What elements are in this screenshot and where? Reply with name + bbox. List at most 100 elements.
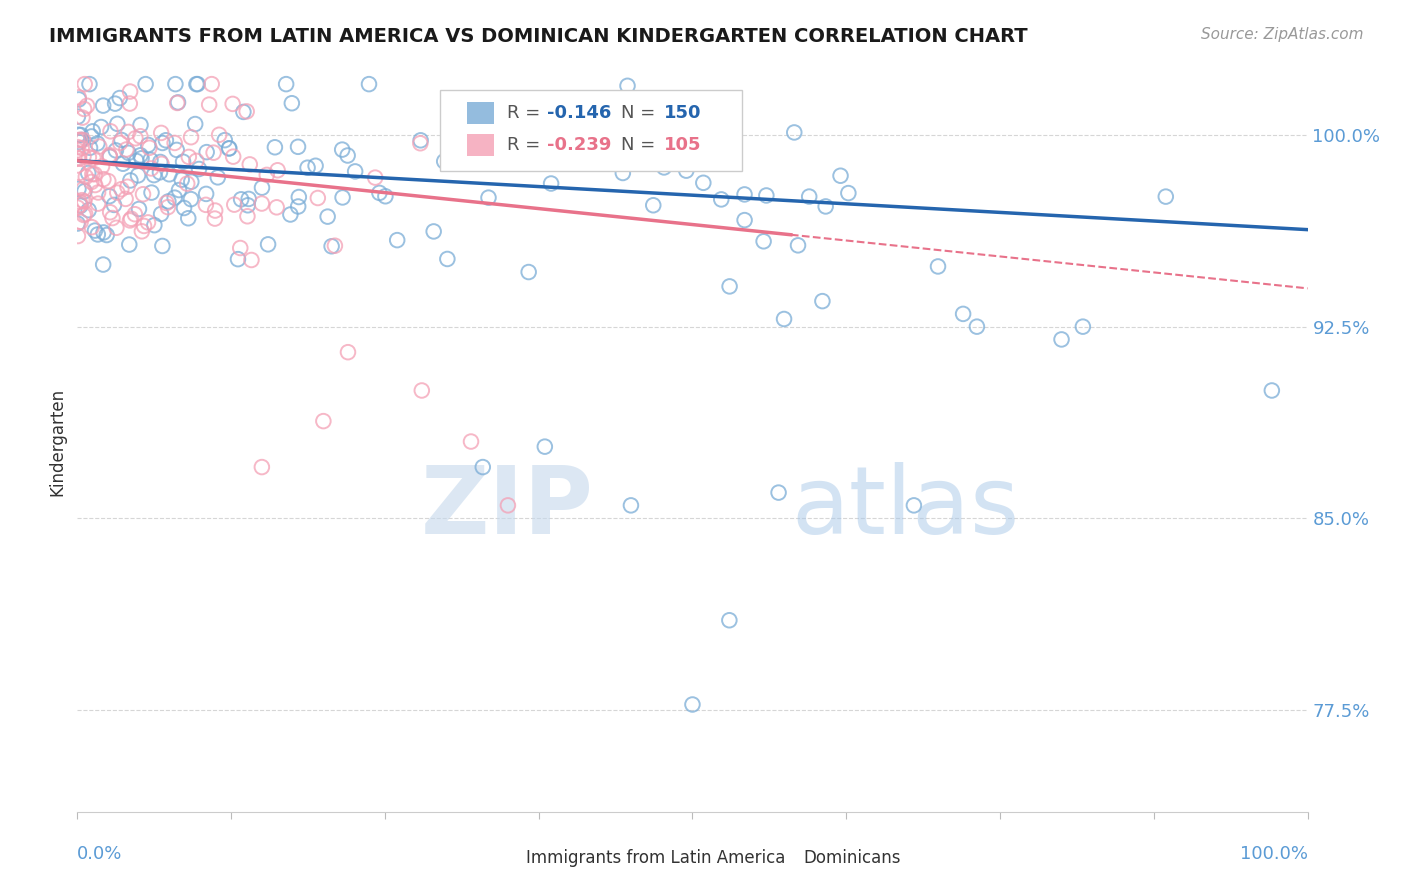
Point [787,238,810,252]
Text: 150: 150 [664,103,702,122]
Point [80,175,103,189]
Point [814,199,837,213]
Point [69,215,91,229]
Point [91,258,114,272]
Point [77,203,100,218]
Point [80,220,103,235]
Point [90,120,112,134]
Point [155,133,177,147]
Point [195,186,218,201]
Point [186,77,208,91]
Point [143,218,166,232]
Point [966,319,988,334]
Point [105,220,128,235]
Point [768,485,790,500]
Point [458,133,481,147]
Point [77,166,100,180]
Point [204,203,226,218]
Point [72,208,94,222]
Point [710,193,733,207]
Point [91,98,114,112]
Text: 100.0%: 100.0% [1240,845,1308,863]
Point [207,170,229,185]
Point [165,77,187,91]
Point [204,211,226,226]
Point [69,128,91,142]
Point [104,96,127,111]
Point [266,200,288,214]
Point [344,164,367,178]
Text: Immigrants from Latin America: Immigrants from Latin America [526,848,786,867]
Point [132,187,155,202]
Point [218,141,240,155]
Point [73,102,96,116]
Point [66,133,89,147]
Point [471,460,494,475]
Point [70,133,93,147]
Point [239,157,262,171]
Point [927,260,949,274]
Point [288,190,311,204]
Point [120,173,142,187]
Point [180,175,202,189]
Point [198,97,221,112]
Point [120,211,142,226]
Point [152,136,174,150]
Point [718,613,741,627]
Point [82,167,104,181]
Point [755,188,778,202]
Point [67,90,90,104]
Point [72,133,94,147]
Bar [467,134,495,156]
Point [117,179,139,194]
Point [79,141,101,155]
Point [186,153,208,168]
Point [110,133,132,147]
Text: N =: N = [621,136,661,153]
Point [266,163,288,178]
Point [330,143,353,157]
Point [117,125,139,139]
Point [167,183,190,197]
Point [93,172,115,186]
Point [66,151,89,165]
Point [167,95,190,110]
Text: R =: R = [506,103,546,122]
Point [79,77,101,91]
Point [166,143,188,157]
Point [276,77,298,91]
Point [98,205,121,219]
FancyBboxPatch shape [440,90,742,171]
Point [66,140,89,154]
Point [307,191,329,205]
Point [612,166,634,180]
Bar [467,102,495,124]
Point [150,126,173,140]
Point [229,241,252,255]
Point [264,140,287,154]
Point [496,499,519,513]
Point [534,440,557,454]
Point [157,194,180,209]
Point [783,125,806,139]
Point [67,128,90,142]
Point [184,117,207,131]
Text: atlas: atlas [792,462,1019,554]
Point [236,198,259,212]
Point [718,279,741,293]
Point [692,176,714,190]
Point [82,124,104,138]
Point [111,157,134,171]
Point [195,145,218,160]
Point [73,184,96,198]
Text: -0.146: -0.146 [547,103,612,122]
Point [72,111,94,125]
Point [799,189,821,203]
Point [734,213,756,227]
Point [114,192,136,206]
Point [226,252,249,267]
Point [118,237,141,252]
Point [238,192,260,206]
Point [97,174,120,188]
Point [138,141,160,155]
